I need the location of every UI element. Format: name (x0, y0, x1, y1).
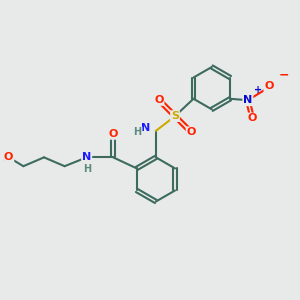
Text: S: S (171, 111, 179, 121)
Text: −: − (278, 69, 289, 82)
Text: O: O (109, 129, 118, 139)
Text: N: N (243, 95, 253, 105)
Text: N: N (82, 152, 91, 162)
Text: H: H (134, 127, 142, 137)
Text: H: H (82, 164, 91, 173)
Text: O: O (264, 81, 274, 91)
Text: O: O (248, 113, 257, 124)
Text: O: O (154, 95, 164, 105)
Text: +: + (254, 85, 262, 95)
Text: N: N (141, 123, 150, 133)
Text: O: O (4, 152, 14, 162)
Text: O: O (187, 127, 196, 137)
